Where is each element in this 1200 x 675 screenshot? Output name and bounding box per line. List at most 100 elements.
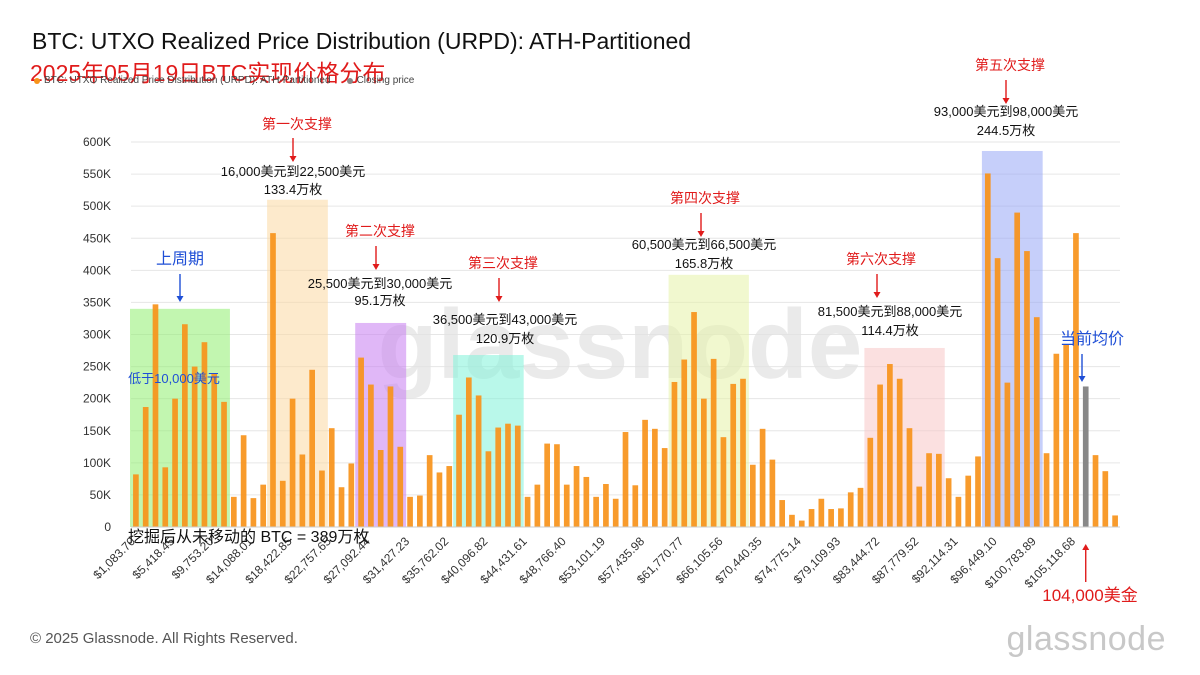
bar [838,508,844,527]
arrow-104k-head [1082,544,1090,550]
bar [1053,353,1060,527]
support-zone [668,274,749,527]
bar [162,467,169,527]
y-tick-label: 0 [104,520,111,534]
closing-price-bar [1082,386,1089,527]
bar [230,496,237,527]
bar [201,342,208,527]
bar [759,428,766,527]
y-tick-label: 600K [83,135,111,149]
legend-item-urpd: BTC: UTXO Realized Price Distribution (U… [34,75,331,86]
bar [182,324,188,527]
bar [554,444,560,527]
arrow-support-head [372,264,380,270]
bar [270,233,276,527]
bar [847,492,854,527]
bar [926,453,932,527]
bar [896,378,903,527]
y-tick-label: 550K [83,167,111,181]
bar [387,386,394,527]
copyright-text: © 2025 Glassnode. All Rights Reserved. [30,630,298,647]
bar [309,369,315,527]
bar [534,484,541,527]
legend: BTC: UTXO Realized Price Distribution (U… [34,75,414,86]
zone-amount-label: 114.4万枚 [861,323,919,338]
bar [867,437,874,527]
zone-range-label: 60,500美元到66,500美元 [632,237,777,252]
legend-label-closing: Closing price [356,75,415,86]
bar [710,358,717,527]
current-avg-label: 当前均价 [1060,330,1124,348]
bar [965,475,972,527]
zone-label-support: 第三次支撑 [468,255,538,271]
bar [779,500,786,527]
bar [652,428,658,527]
price-104k-label: 104,000美金 [1042,586,1137,605]
bar [798,520,805,527]
bar [505,423,511,527]
bar [691,312,697,527]
bar [289,398,296,527]
bar [152,304,159,527]
bar [240,435,247,527]
bar [348,463,355,527]
bar [622,432,629,527]
chart-title: BTC: UTXO Realized Price Distribution (U… [32,28,692,54]
bar [916,486,923,527]
y-tick-label: 250K [83,360,111,374]
y-tick-label: 150K [83,424,111,438]
zone-label-below-10000: 低于10,000美元 [128,371,220,386]
bar [583,476,590,527]
bar [700,398,707,527]
zone-range-label: 16,000美元到22,500美元 [221,164,366,179]
bar [456,414,462,527]
bar [1112,515,1118,527]
legend-dot-closing [346,77,353,84]
bar [1102,471,1109,527]
y-tick-label: 500K [83,199,111,213]
bar [573,466,580,527]
bar [407,496,413,527]
y-tick-label: 200K [83,392,111,406]
bar [133,474,139,527]
bar [828,509,834,527]
bar [495,427,502,527]
bar [446,466,453,527]
bar [808,509,815,527]
y-tick-label: 450K [83,231,111,245]
zone-label-support: 第六次支撑 [846,251,916,267]
bar [142,407,149,527]
zone-range-label: 36,500美元到43,000美元 [433,312,578,327]
bar [426,455,433,527]
bar [906,428,913,527]
arrow-support-head [697,231,705,237]
bar [955,496,962,527]
zone-label-support: 第四次支撑 [670,190,740,206]
bar [563,484,570,527]
bar [319,470,325,527]
arrow-support-head [289,156,297,162]
zone-range-label: 81,500美元到88,000美元 [818,304,963,319]
bar [211,373,218,527]
bar [368,384,374,527]
bar [945,478,952,527]
bar [260,484,267,527]
bar [671,381,678,527]
support-zone [864,347,945,527]
bar [642,419,648,527]
bar [358,357,364,527]
legend-dot-urpd [34,77,40,84]
bar [887,364,893,527]
bar [524,496,531,527]
bar [221,401,227,527]
y-tick-label: 50K [90,488,111,502]
y-tick-label: 300K [83,328,111,342]
arrow-current-avg-head [1078,376,1086,382]
bar [994,258,1001,527]
bar [328,428,335,527]
bar [397,446,404,527]
bar [172,398,178,527]
bar [250,498,257,527]
bar [465,377,472,527]
